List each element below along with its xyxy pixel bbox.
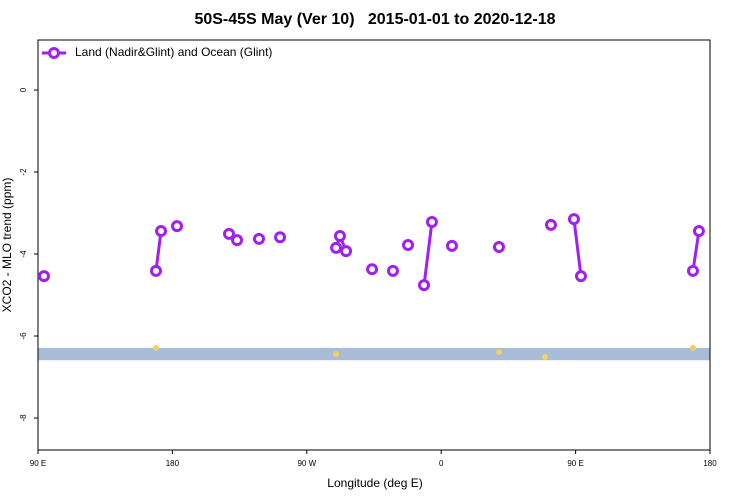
point (418, 279, 431, 292)
point (366, 263, 379, 276)
point (231, 234, 244, 247)
y-tick-label: -8 (19, 414, 28, 422)
point (574, 270, 587, 283)
point (445, 239, 458, 252)
y-tick-label: -2 (19, 168, 28, 176)
series-line (154, 218, 701, 286)
point (686, 264, 699, 277)
point (386, 264, 399, 277)
point (330, 241, 343, 254)
point (222, 227, 235, 240)
x-axis-label: Longitude (deg E) (327, 476, 422, 490)
point (274, 231, 287, 244)
x-tick-label: 90 E (30, 459, 46, 468)
point (37, 270, 50, 283)
marker (689, 344, 696, 351)
x-tick-label: 90 E (567, 459, 583, 468)
point (544, 218, 557, 231)
y-tick-label: 0 (19, 87, 28, 92)
legend-marker (48, 47, 60, 59)
marker (541, 353, 548, 360)
point (171, 220, 184, 233)
point (253, 232, 266, 245)
x-tick-label: 180 (166, 459, 180, 468)
band (38, 347, 710, 361)
y-tick-label: -6 (19, 332, 28, 340)
y-tick-label: -4 (19, 250, 28, 258)
x-tick-label: 180 (703, 459, 717, 468)
y-axis-label: XCO2 - MLO trend (ppm) (0, 178, 14, 313)
legend-label: Land (Nadir&Glint) and Ocean (Glint) (75, 45, 272, 59)
marker (152, 344, 159, 351)
marker (495, 349, 502, 356)
point (155, 225, 168, 238)
point (402, 239, 415, 251)
chart-title: 50S-45S May (Ver 10) 2015-01-01 to 2020-… (194, 11, 555, 28)
plot-frame (37, 39, 711, 451)
point (340, 245, 353, 258)
point (692, 225, 705, 238)
point (149, 264, 162, 277)
point (492, 241, 505, 254)
x-tick-label: 0 (439, 459, 444, 468)
point (425, 216, 438, 229)
marker (333, 351, 340, 358)
point (333, 229, 346, 242)
point (567, 213, 580, 226)
x-tick-label: 90 W (297, 459, 316, 468)
